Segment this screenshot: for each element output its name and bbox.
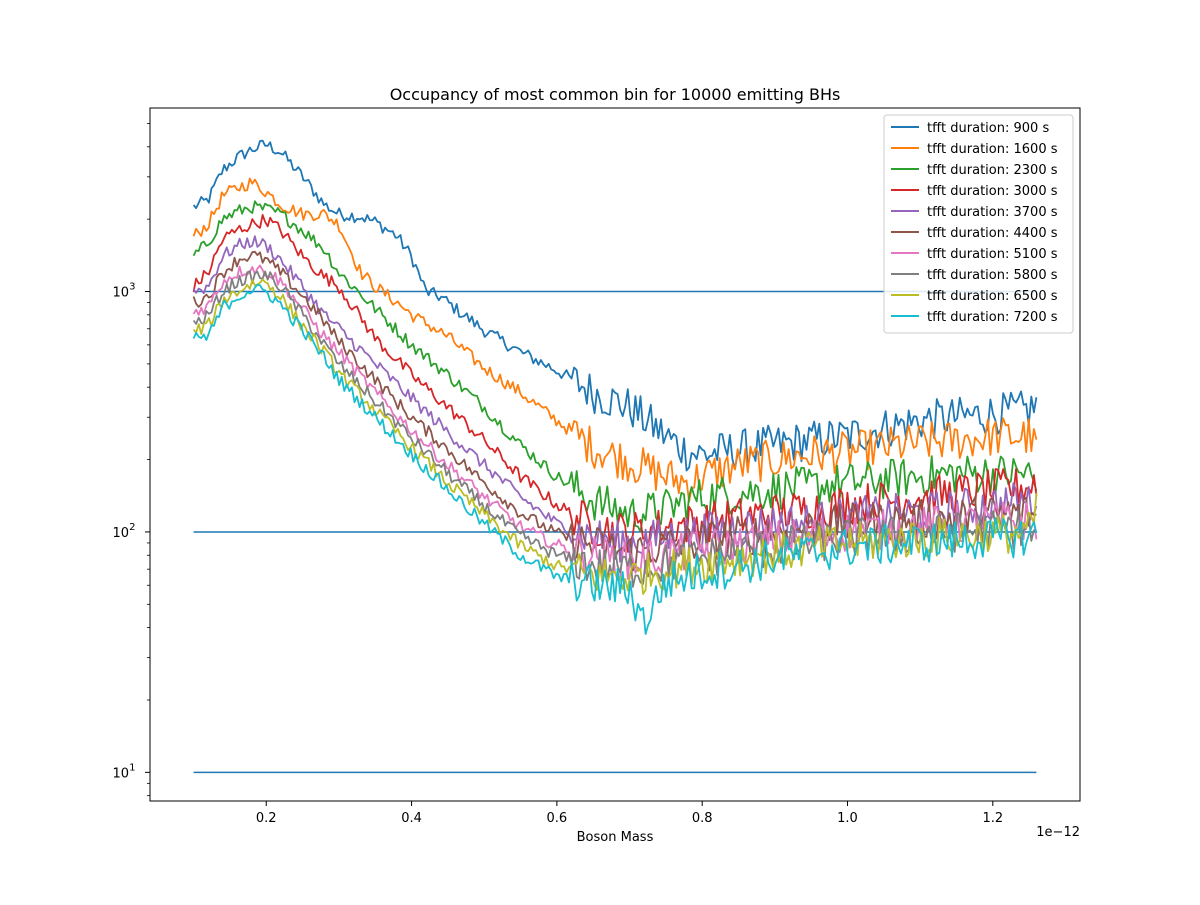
x-tick-label-1: 0.4 xyxy=(401,811,422,826)
chart-title: Occupancy of most common bin for 10000 e… xyxy=(390,85,841,104)
legend-label-2: tfft duration: 2300 s xyxy=(927,163,1058,178)
legend-label-6: tfft duration: 5100 s xyxy=(927,247,1058,262)
x-tick-label-3: 0.8 xyxy=(692,811,713,826)
legend-label-7: tfft duration: 5800 s xyxy=(927,268,1058,283)
legend-label-9: tfft duration: 7200 s xyxy=(927,310,1058,325)
series-line-8 xyxy=(192,278,1038,595)
y-tick-label-0: 101 xyxy=(113,762,136,781)
series-line-5 xyxy=(192,250,1037,572)
x-tick-label-5: 1.2 xyxy=(982,811,1003,826)
x-tick-label-2: 0.6 xyxy=(547,811,568,826)
y-tick-label-2: 103 xyxy=(113,282,136,301)
ticks-layer: 0.2 0.4 0.6 0.8 1.0 1.2 101 102 103 xyxy=(113,123,1003,826)
plot-layer xyxy=(192,139,1038,774)
series-line-0 xyxy=(192,139,1038,472)
legend-label-8: tfft duration: 6500 s xyxy=(927,289,1058,304)
legend-label-4: tfft duration: 3700 s xyxy=(927,205,1058,220)
series-line-7 xyxy=(192,270,1037,588)
legend-label-5: tfft duration: 4400 s xyxy=(927,226,1058,241)
x-tick-label-0: 0.2 xyxy=(256,811,277,826)
legend: tfft duration: 900 s tfft duration: 1600 … xyxy=(883,114,1074,334)
x-tick-label-4: 1.0 xyxy=(837,811,858,826)
series-line-9 xyxy=(192,283,1038,635)
x-axis-label: Boson Mass xyxy=(577,830,654,845)
series-line-1 xyxy=(192,177,1038,503)
y-tick-label-1: 102 xyxy=(113,522,136,541)
axes-frame xyxy=(149,107,1081,802)
legend-box xyxy=(883,114,1074,334)
series-line-4 xyxy=(192,235,1038,563)
legend-label-1: tfft duration: 1600 s xyxy=(927,142,1058,157)
series-line-2 xyxy=(192,200,1038,533)
x-axis-offset-label: 1e−12 xyxy=(1036,825,1080,840)
legend-label-0: tfft duration: 900 s xyxy=(927,121,1049,136)
legend-label-3: tfft duration: 3000 s xyxy=(927,184,1058,199)
